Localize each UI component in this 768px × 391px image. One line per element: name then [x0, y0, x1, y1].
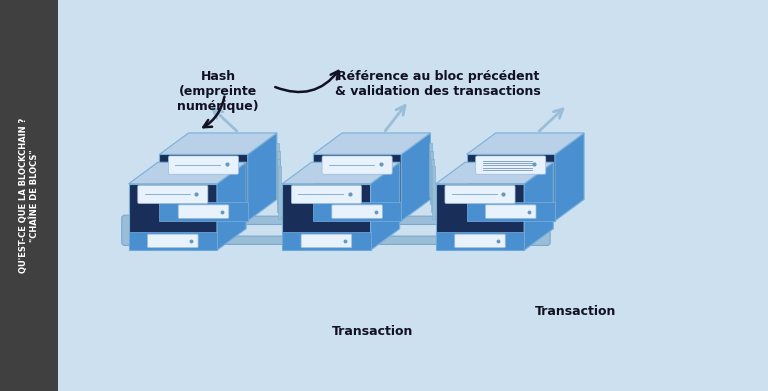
Polygon shape	[401, 133, 430, 221]
Polygon shape	[435, 162, 553, 184]
FancyBboxPatch shape	[127, 236, 541, 244]
FancyBboxPatch shape	[147, 234, 198, 248]
Polygon shape	[160, 202, 247, 221]
Text: Hash
(empreinte
numérique): Hash (empreinte numérique)	[177, 70, 259, 113]
FancyBboxPatch shape	[526, 215, 550, 246]
Polygon shape	[160, 133, 277, 154]
Polygon shape	[466, 154, 554, 221]
Polygon shape	[129, 184, 217, 250]
Polygon shape	[435, 184, 524, 250]
FancyBboxPatch shape	[332, 205, 382, 219]
Text: QU'EST-CE QUE LA BLOCKCHAIN ?
"CHAÎNE DE BLOCS": QU'EST-CE QUE LA BLOCKCHAIN ? "CHAÎNE DE…	[19, 118, 38, 273]
Polygon shape	[129, 162, 246, 184]
Polygon shape	[370, 162, 399, 250]
Bar	[277, 159, 280, 212]
Polygon shape	[554, 133, 584, 221]
Bar	[432, 166, 435, 219]
Text: Transaction: Transaction	[332, 325, 413, 337]
FancyBboxPatch shape	[445, 185, 515, 204]
Polygon shape	[247, 133, 277, 221]
Polygon shape	[313, 202, 401, 221]
FancyBboxPatch shape	[122, 215, 150, 246]
Polygon shape	[282, 162, 399, 184]
Bar	[429, 143, 432, 197]
Bar	[430, 151, 433, 204]
Polygon shape	[466, 133, 584, 154]
Polygon shape	[313, 133, 430, 154]
Bar	[276, 143, 279, 197]
Polygon shape	[524, 162, 553, 250]
FancyBboxPatch shape	[301, 234, 352, 248]
Polygon shape	[466, 202, 554, 221]
Bar	[276, 151, 280, 204]
Text: Référence au bloc précédent
& validation des transactions: Référence au bloc précédent & validation…	[335, 70, 541, 99]
Bar	[0, 0, 58, 391]
Polygon shape	[160, 154, 247, 221]
Polygon shape	[313, 154, 401, 221]
FancyBboxPatch shape	[322, 156, 392, 174]
FancyBboxPatch shape	[127, 216, 541, 224]
FancyBboxPatch shape	[291, 185, 362, 204]
FancyBboxPatch shape	[168, 156, 239, 174]
Polygon shape	[282, 184, 370, 250]
Polygon shape	[217, 162, 246, 250]
Polygon shape	[129, 231, 217, 250]
Polygon shape	[282, 231, 370, 250]
FancyBboxPatch shape	[137, 185, 208, 204]
FancyBboxPatch shape	[178, 205, 229, 219]
Bar	[431, 159, 434, 212]
FancyBboxPatch shape	[475, 156, 546, 174]
Polygon shape	[435, 231, 524, 250]
FancyBboxPatch shape	[455, 234, 505, 248]
Text: Transaction: Transaction	[535, 305, 617, 318]
Bar	[278, 166, 281, 219]
FancyBboxPatch shape	[485, 205, 536, 219]
